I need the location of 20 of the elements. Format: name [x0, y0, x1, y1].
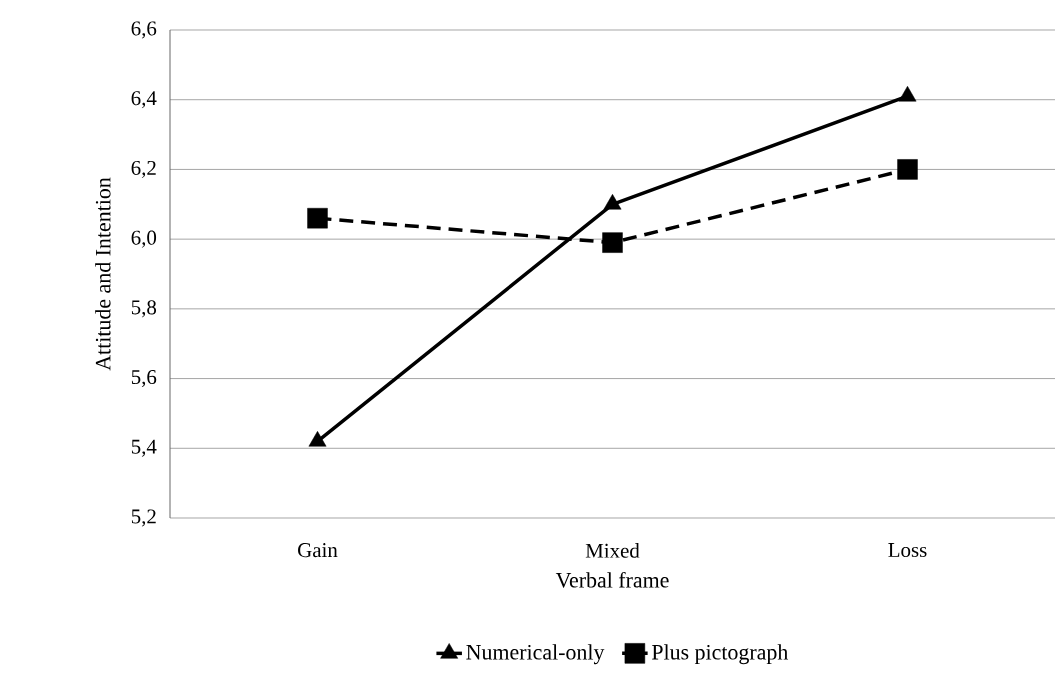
point — [308, 431, 327, 447]
legend-label: Numerical-only — [466, 644, 605, 665]
y-tick-label: 6,4 — [131, 91, 157, 109]
y-tick-label: 6,6 — [131, 21, 157, 39]
x-axis-title: Verbal frame — [555, 571, 669, 588]
point — [897, 159, 918, 180]
y-tick-label: 5,2 — [131, 509, 156, 527]
legend-label: Plus pictograph — [651, 644, 789, 665]
y-tick-label: 6,0 — [131, 230, 157, 248]
y-axis-title: Attitude and Intention — [95, 177, 111, 371]
point — [307, 208, 328, 229]
y-tick-label: 5,4 — [131, 439, 157, 457]
y-tick-label: 5,6 — [131, 370, 157, 388]
x-tick-label: Loss — [888, 543, 927, 558]
y-tick-label: 5,8 — [131, 300, 157, 318]
point — [602, 232, 623, 253]
x-tick-label: Gain — [298, 543, 338, 558]
x-tick-label: Mixed — [585, 543, 640, 558]
point — [603, 194, 622, 210]
y-tick-label: 6,2 — [131, 160, 156, 178]
